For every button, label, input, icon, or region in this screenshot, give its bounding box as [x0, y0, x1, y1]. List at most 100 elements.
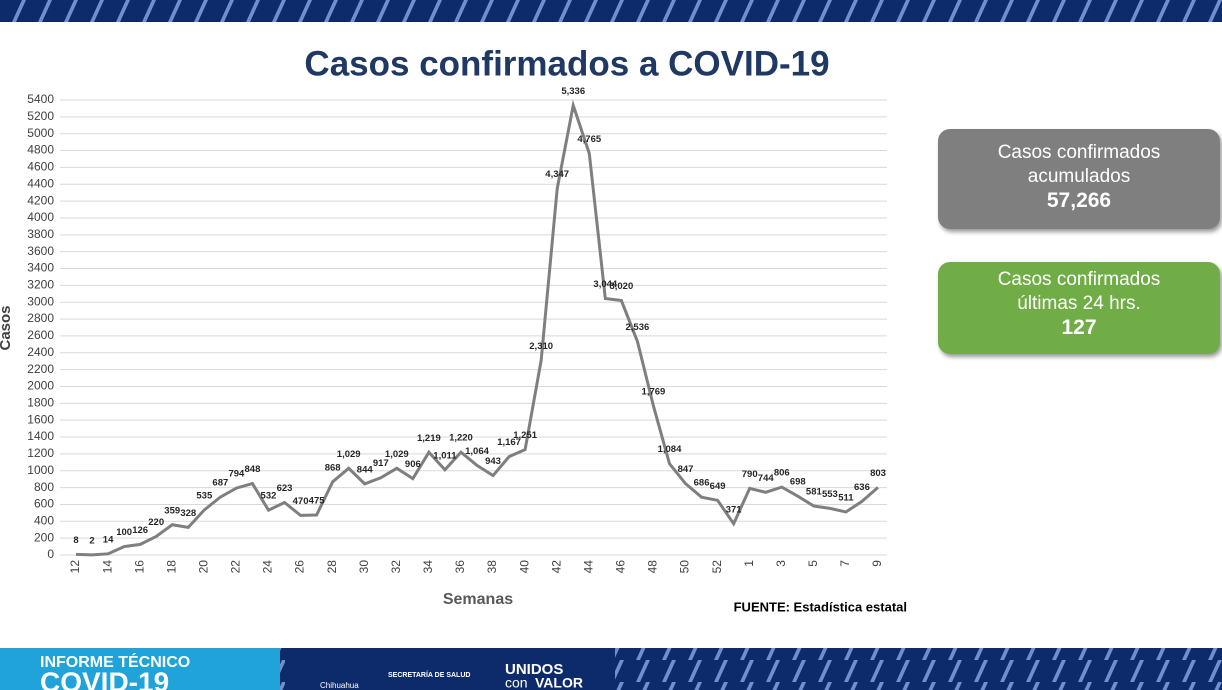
x-tick-label: 30: [357, 560, 371, 574]
card-total: Casos confirmados acumulados 57,266: [938, 129, 1220, 229]
card-value: 57,266: [1046, 189, 1112, 212]
chart-title: Casos confirmados a COVID-19: [304, 44, 829, 83]
x-tick-label: 36: [453, 560, 467, 574]
x-tick-label: 1: [742, 560, 756, 567]
data-label: 623: [277, 483, 293, 494]
y-tick-label: 3800: [27, 227, 54, 241]
data-label: 1,220: [449, 433, 473, 444]
x-tick-label: 16: [132, 560, 146, 574]
y-tick-label: 1200: [27, 446, 54, 460]
x-tick-label: 9: [870, 560, 884, 567]
y-tick-label: 2600: [27, 328, 54, 342]
data-label: 2,536: [626, 322, 650, 333]
data-label: 14: [103, 534, 114, 545]
data-label: 2: [89, 535, 94, 546]
y-tick-label: 800: [34, 480, 54, 494]
data-label: 698: [790, 477, 806, 488]
data-label: 126: [132, 525, 148, 536]
y-tick-label: 3200: [27, 278, 54, 292]
card-label: Casos confirmados acumulados: [997, 142, 1161, 187]
x-tick-label: 46: [614, 560, 628, 574]
x-axis-label: Semanas: [443, 591, 513, 608]
footer-city: Chihuahua: [320, 681, 359, 690]
y-tick-label: 2800: [27, 311, 54, 325]
y-tick-label: 4400: [27, 176, 54, 190]
y-tick-label: 1000: [27, 463, 54, 477]
y-tick-label: 3400: [27, 261, 54, 275]
footer-slogan: VALOR: [535, 675, 583, 690]
data-label: 744: [758, 473, 775, 484]
data-label: 794: [228, 469, 245, 480]
footer-report: INFORME TÉCNICO: [40, 652, 190, 671]
y-tick-label: 2400: [27, 345, 54, 359]
x-tick-label: 40: [517, 560, 531, 574]
data-label: 581: [806, 487, 823, 498]
footer-badge: [0, 648, 280, 690]
data-label: 511: [838, 492, 854, 503]
y-tick-label: 5400: [27, 92, 54, 106]
data-label: 359: [164, 505, 180, 516]
data-line: [75, 99, 879, 557]
footer-topic: COVID-19: [40, 666, 169, 690]
card-value: 127: [1061, 316, 1097, 339]
x-tick-label: 7: [838, 560, 852, 567]
y-tick-label: 4200: [27, 193, 54, 207]
data-label: 220: [148, 517, 164, 528]
y-tick-label: 1600: [27, 412, 54, 426]
data-label: 686: [694, 478, 710, 489]
x-tick-label: 48: [646, 560, 660, 574]
x-tick-label: 26: [293, 560, 307, 574]
x-tick-label: 38: [485, 560, 499, 574]
data-label: 1,011: [433, 450, 457, 461]
data-label: 1,029: [337, 449, 361, 460]
y-tick-label: 5000: [27, 126, 54, 140]
data-label: 328: [180, 508, 196, 519]
top-banner: [0, 0, 1222, 22]
data-label: 8: [73, 535, 78, 546]
x-tick-label: 52: [710, 560, 724, 574]
x-tick-label: 3: [774, 560, 788, 567]
x-tick-label: 14: [100, 560, 114, 574]
x-tick-label: 34: [421, 560, 435, 574]
card-daily: Casos confirmados últimas 24 hrs. 127: [938, 262, 1220, 354]
y-tick-label: 2000: [27, 379, 54, 393]
data-label: 3,020: [609, 281, 633, 292]
y-tick-label: 1400: [27, 429, 54, 443]
data-label: 844: [357, 464, 374, 475]
data-label: 803: [870, 468, 886, 479]
y-axis-label: Casos: [0, 305, 14, 350]
footer-logos: [285, 648, 615, 690]
x-tick-label: 24: [261, 560, 275, 574]
data-label: 2,310: [529, 341, 553, 352]
data-label: 1,064: [465, 446, 489, 457]
data-label: 5,336: [561, 86, 585, 97]
data-label: 917: [373, 458, 389, 469]
source-note: FUENTE: Estadística estatal: [734, 599, 907, 614]
x-tick-label: 50: [678, 560, 692, 574]
data-label: 687: [212, 478, 228, 489]
footer-dept: SECRETARÍA DE SALUD: [388, 670, 470, 679]
y-tick-label: 4600: [27, 160, 54, 174]
x-tick-label: 5: [806, 560, 820, 567]
data-label: 475: [309, 495, 326, 506]
data-label: 806: [774, 468, 790, 479]
x-tick-label: 42: [549, 560, 563, 574]
x-tick-label: 44: [581, 560, 595, 574]
x-tick-label: 18: [164, 560, 178, 574]
footer-slogan: con: [505, 675, 528, 690]
data-label: 470: [293, 496, 309, 507]
data-label: 1,167: [497, 437, 521, 448]
data-label: 532: [261, 491, 277, 502]
y-tick-label: 1800: [27, 396, 54, 410]
data-label: 4,347: [545, 169, 569, 180]
x-tick-label: 20: [196, 560, 210, 574]
x-tick-label: 32: [389, 560, 403, 574]
y-tick-label: 200: [34, 530, 54, 544]
y-tick-label: 2200: [27, 362, 54, 376]
data-label: 868: [325, 462, 341, 473]
y-tick-label: 400: [34, 513, 54, 527]
data-label: 943: [485, 456, 501, 467]
data-label: 1,029: [385, 449, 409, 460]
